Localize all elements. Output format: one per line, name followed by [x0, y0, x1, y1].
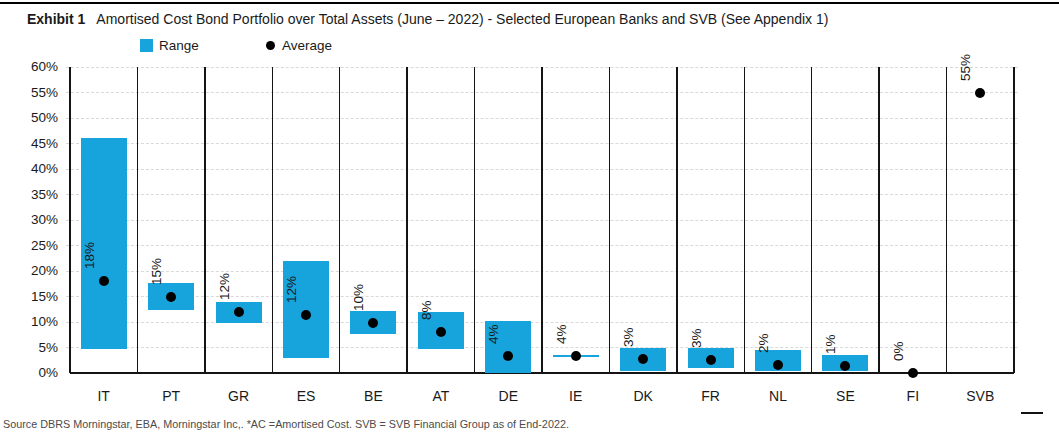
- x-tick-label: BE: [339, 388, 407, 404]
- value-label: 2%: [756, 333, 772, 353]
- x-tick-label: ES: [272, 388, 340, 404]
- value-label: 12%: [284, 276, 300, 303]
- bottom-right-dash: [1021, 412, 1043, 414]
- x-axis-line: [70, 372, 1014, 374]
- average-dot: [99, 276, 109, 286]
- average-dot: [234, 307, 244, 317]
- category-separator: [946, 67, 948, 373]
- x-tick-label: FI: [879, 388, 947, 404]
- category-separator: [69, 67, 71, 373]
- chart-title-row: Exhibit 1 Amortised Cost Bond Portfolio o…: [27, 11, 828, 27]
- y-tick-label: 55%: [0, 85, 58, 101]
- x-tick-label: SVB: [946, 388, 1014, 404]
- y-tick-label: 20%: [0, 263, 58, 279]
- average-dot: [908, 368, 918, 378]
- y-tick-label: 60%: [0, 59, 58, 75]
- average-dot: [975, 88, 985, 98]
- y-tick-label: 0%: [0, 365, 58, 381]
- plot-area: 18%15%12%12%10%8%4%4%3%3%2%1%0%55%: [70, 67, 1014, 373]
- y-tick-label: 5%: [0, 340, 58, 356]
- category-separator: [878, 67, 880, 373]
- average-dot: [638, 354, 648, 364]
- legend-range-label: Range: [159, 38, 199, 53]
- chart-title: Amortised Cost Bond Portfolio over Total…: [96, 11, 828, 27]
- x-tick-label: GR: [205, 388, 273, 404]
- average-dot: [436, 327, 446, 337]
- value-label: 4%: [554, 324, 570, 344]
- category-separator: [204, 67, 206, 373]
- y-tick-label: 50%: [0, 110, 58, 126]
- value-label: 18%: [82, 242, 98, 269]
- legend-item-average: Average: [266, 38, 332, 53]
- average-dot: [166, 292, 176, 302]
- source-footnote: Source DBRS Morningstar, EBA, Morningsta…: [3, 418, 569, 430]
- value-label: 8%: [419, 301, 435, 321]
- value-label: 15%: [149, 257, 165, 284]
- y-tick-label: 35%: [0, 187, 58, 203]
- x-tick-label: PT: [137, 388, 205, 404]
- value-label: 55%: [958, 53, 974, 80]
- y-tick-label: 30%: [0, 212, 58, 228]
- y-tick-label: 25%: [0, 238, 58, 254]
- y-tick-label: 10%: [0, 314, 58, 330]
- average-dot: [706, 355, 716, 365]
- average-dot-icon: [266, 41, 275, 50]
- value-label: 3%: [689, 329, 705, 349]
- category-separator: [474, 67, 476, 373]
- category-separator: [744, 67, 746, 373]
- y-tick-label: 40%: [0, 161, 58, 177]
- category-separator: [339, 67, 341, 373]
- value-label: 10%: [351, 284, 367, 311]
- x-tick-label: SE: [811, 388, 879, 404]
- average-dot: [571, 351, 581, 361]
- category-separator: [1013, 67, 1015, 373]
- x-tick-label: IE: [542, 388, 610, 404]
- category-separator: [676, 67, 678, 373]
- x-tick-label: DK: [609, 388, 677, 404]
- value-label: 12%: [217, 273, 233, 300]
- legend-average-label: Average: [282, 38, 332, 53]
- y-tick-label: 45%: [0, 136, 58, 152]
- category-separator: [272, 67, 274, 373]
- category-separator: [137, 67, 139, 373]
- range-swatch-icon: [140, 39, 153, 52]
- x-tick-label: IT: [70, 388, 138, 404]
- y-axis: 0%5%10%15%20%25%30%35%40%45%50%55%60%: [0, 67, 58, 373]
- top-rule: [0, 2, 1059, 4]
- category-separator: [609, 67, 611, 373]
- category-separator: [541, 67, 543, 373]
- value-label: 1%: [823, 335, 839, 355]
- value-label: 0%: [891, 341, 907, 361]
- average-dot: [773, 360, 783, 370]
- x-tick-label: AT: [407, 388, 475, 404]
- y-tick-label: 15%: [0, 289, 58, 305]
- x-tick-label: NL: [744, 388, 812, 404]
- category-separator: [811, 67, 813, 373]
- x-tick-label: FR: [677, 388, 745, 404]
- x-tick-label: DE: [474, 388, 542, 404]
- exhibit-label: Exhibit 1: [27, 11, 85, 27]
- category-separator: [406, 67, 408, 373]
- value-label: 4%: [486, 325, 502, 345]
- legend-item-range: Range: [140, 38, 199, 53]
- value-label: 3%: [621, 327, 637, 347]
